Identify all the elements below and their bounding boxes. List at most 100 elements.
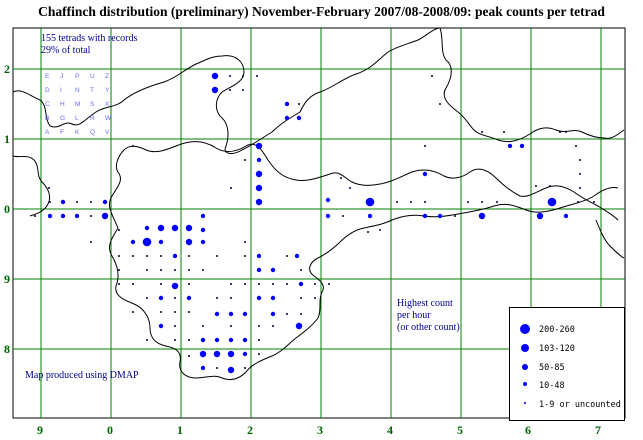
record-dot xyxy=(242,351,248,357)
record-dot xyxy=(536,212,544,220)
x-axis-label: 3 xyxy=(317,423,323,437)
record-dot xyxy=(200,213,206,219)
x-axis-label: 1 xyxy=(177,423,183,437)
record-dot xyxy=(300,297,302,299)
record-dot xyxy=(535,185,537,187)
record-dot xyxy=(227,350,235,358)
record-dot xyxy=(349,187,351,189)
record-dot xyxy=(34,215,36,217)
tetrad-count: 155 tetrads with records xyxy=(41,33,138,44)
highest-count-line-2: per hour xyxy=(397,310,431,321)
record-dot xyxy=(325,213,331,219)
record-dot xyxy=(379,229,381,231)
record-dot xyxy=(90,215,92,217)
record-dot xyxy=(146,297,148,299)
legend-label-200-260: 200-260 xyxy=(539,325,575,335)
key-letter-G: G xyxy=(60,115,66,122)
record-dot xyxy=(158,323,164,329)
record-dot xyxy=(158,239,164,245)
record-dot xyxy=(256,253,262,259)
key-letter-P: P xyxy=(75,73,80,80)
record-dot xyxy=(298,281,304,287)
record-dot xyxy=(213,350,221,358)
record-dot xyxy=(199,350,207,358)
key-letter-N: N xyxy=(75,87,80,94)
record-dot xyxy=(256,75,258,77)
legend-label-1-9: 1-9 or uncounted xyxy=(539,400,621,410)
legend-label-103-120: 103-120 xyxy=(539,344,575,354)
record-dot xyxy=(258,283,260,285)
record-dot xyxy=(314,283,316,285)
record-dot xyxy=(214,337,220,343)
record-dot xyxy=(118,255,120,257)
record-dot xyxy=(367,213,373,219)
record-dot xyxy=(365,197,375,207)
record-dot xyxy=(422,171,428,177)
record-dot xyxy=(229,89,231,91)
record-dot xyxy=(244,241,246,243)
legend-dot-200-260 xyxy=(520,324,530,334)
record-dot xyxy=(437,213,443,219)
record-dot xyxy=(467,201,469,203)
record-dot xyxy=(230,283,232,285)
record-dot xyxy=(481,131,483,133)
record-dot xyxy=(272,283,274,285)
highest-count-line-1: Highest count xyxy=(397,298,453,309)
record-dot xyxy=(244,159,246,161)
key-letter-H: H xyxy=(60,101,65,108)
record-dot xyxy=(547,197,557,207)
record-dot xyxy=(565,131,567,133)
key-letter-Y: Y xyxy=(105,87,110,94)
record-dot xyxy=(478,212,486,220)
record-dot xyxy=(214,311,220,317)
key-letter-T: T xyxy=(90,87,94,94)
record-dot xyxy=(118,229,120,231)
record-dot xyxy=(74,213,80,219)
record-dot xyxy=(559,131,561,133)
record-dot xyxy=(200,227,206,233)
x-axis-label: 6 xyxy=(525,423,531,437)
record-dot xyxy=(174,339,176,341)
record-dot xyxy=(270,311,276,317)
record-dot xyxy=(146,339,148,341)
record-dot xyxy=(242,311,248,317)
record-dot xyxy=(188,269,190,271)
record-dot xyxy=(258,353,260,355)
y-axis-label: 8 xyxy=(4,342,10,356)
record-dot xyxy=(410,201,412,203)
record-dot xyxy=(300,313,302,315)
key-letter-R: R xyxy=(90,115,95,122)
record-dot xyxy=(431,75,433,77)
record-dot xyxy=(284,115,290,121)
key-letter-C: C xyxy=(45,101,50,108)
record-dot xyxy=(185,224,193,232)
legend-label-10-48: 10-48 xyxy=(539,381,565,391)
record-dot xyxy=(244,283,246,285)
record-dot xyxy=(230,325,232,327)
key-letter-Q: Q xyxy=(90,129,96,136)
record-dot xyxy=(255,142,263,150)
record-dot xyxy=(577,201,579,203)
record-dot xyxy=(242,89,244,91)
record-dot xyxy=(211,72,219,80)
record-dot xyxy=(60,213,66,219)
legend: 200-260 103-120 50-85 10-48 1-9 or uncou… xyxy=(509,307,625,421)
record-dot xyxy=(256,267,262,273)
record-dot xyxy=(171,224,179,232)
record-dot xyxy=(142,237,152,247)
key-letter-X: X xyxy=(105,101,110,108)
record-dot xyxy=(298,103,300,105)
record-dot xyxy=(90,201,92,203)
map-frame xyxy=(12,27,626,419)
record-dot xyxy=(171,282,179,290)
record-dot xyxy=(101,212,109,220)
record-dot xyxy=(272,325,274,327)
record-dot xyxy=(579,159,581,161)
record-dot xyxy=(118,283,120,285)
record-dot xyxy=(200,365,206,371)
key-letter-D: D xyxy=(45,87,50,94)
key-letter-W: W xyxy=(105,115,112,122)
x-axis-label: 4 xyxy=(387,423,393,437)
record-dot xyxy=(132,145,134,147)
